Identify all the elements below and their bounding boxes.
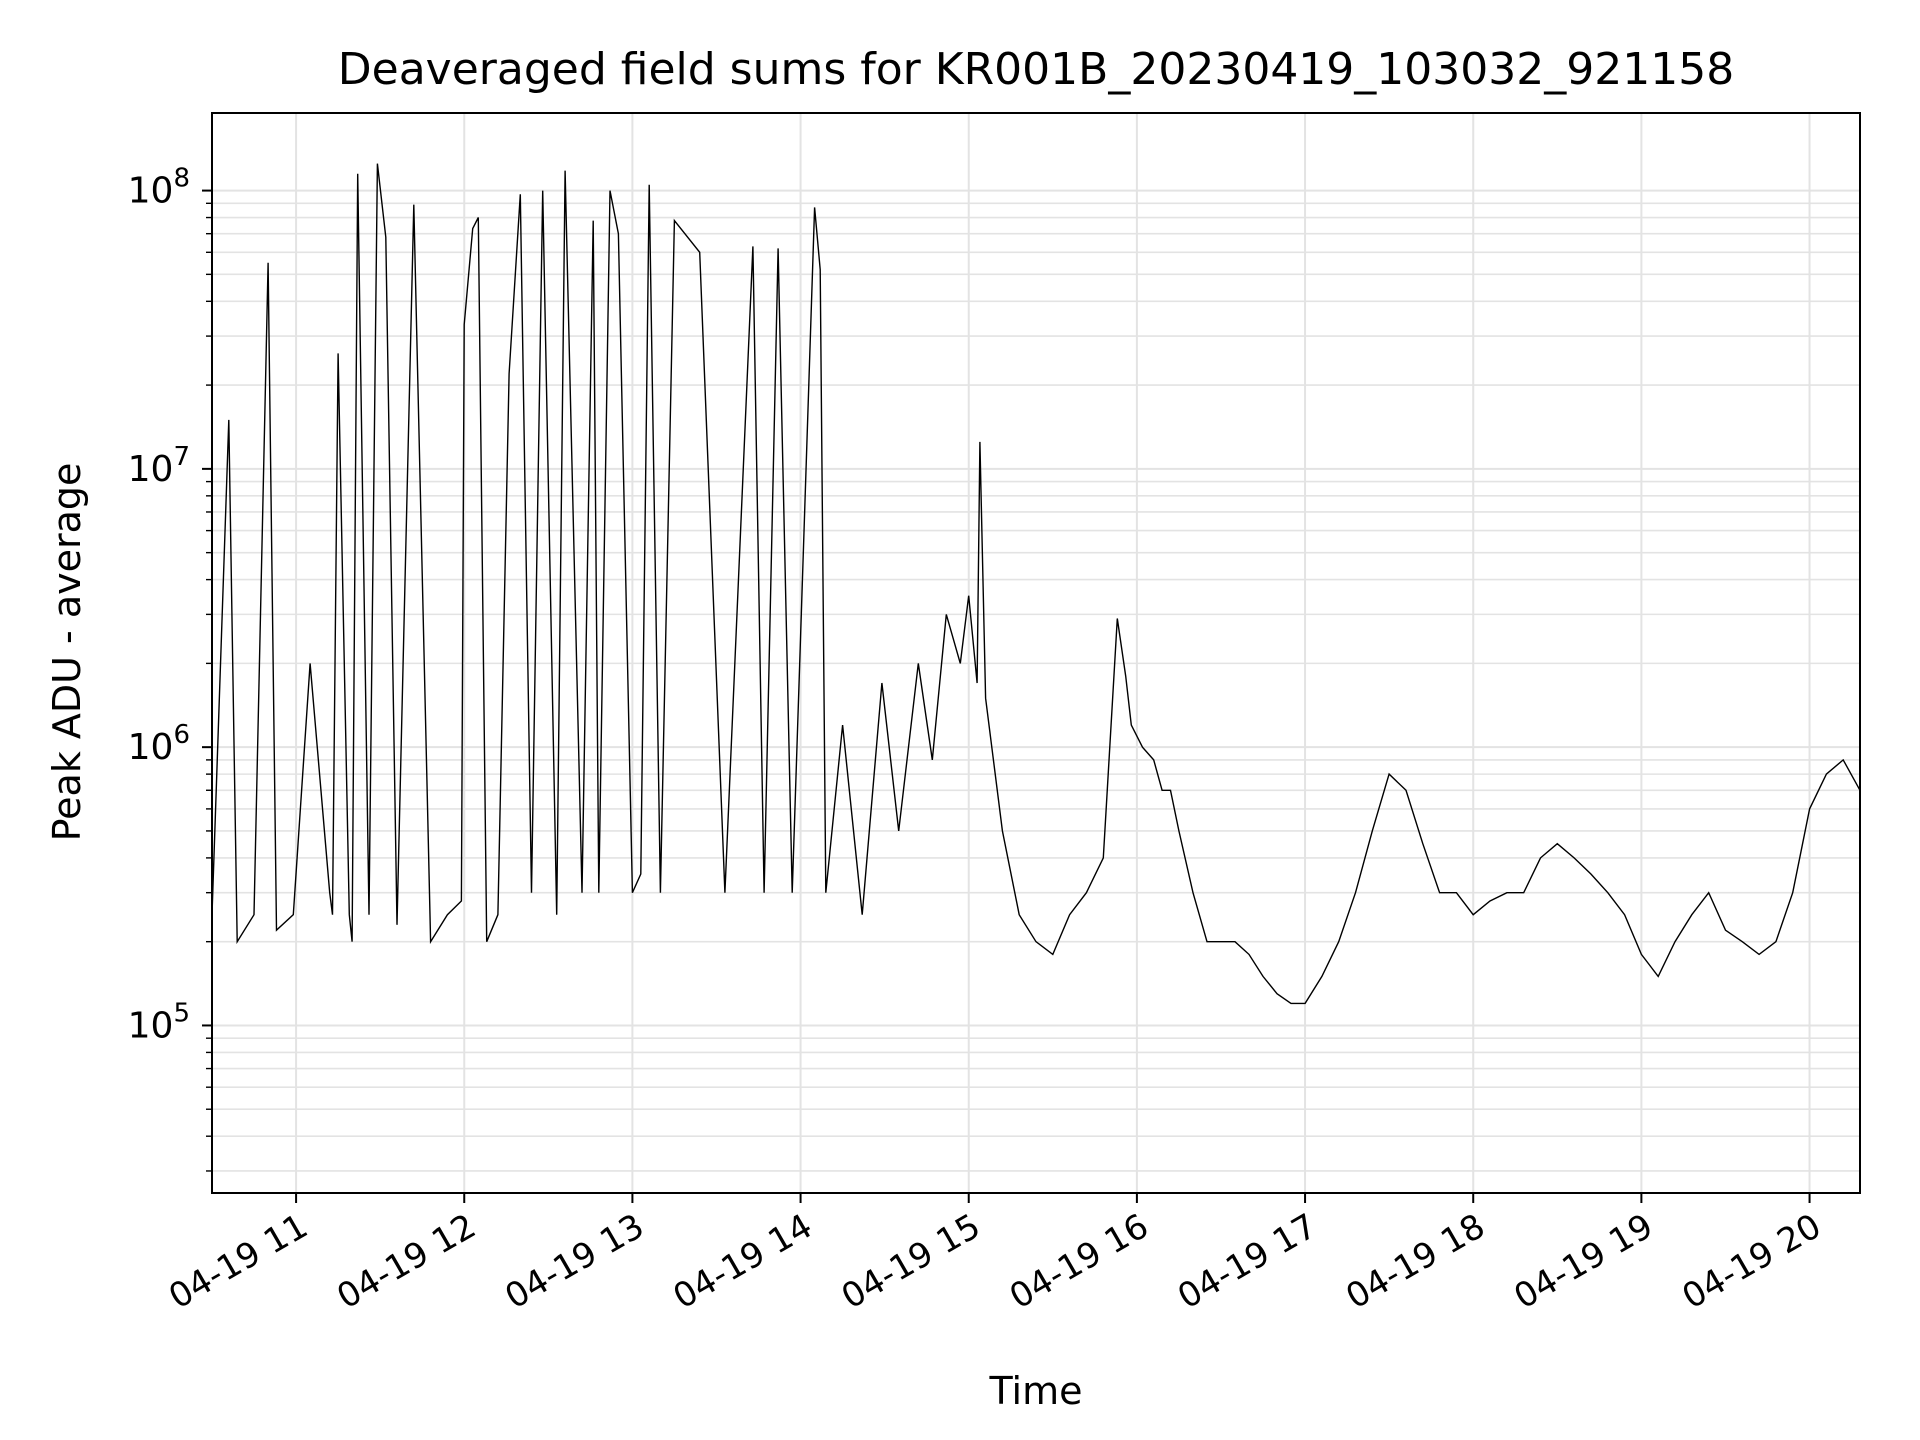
y-tick-base: 10 bbox=[128, 171, 174, 212]
y-tick-label: 106 bbox=[128, 720, 190, 768]
y-tick-base: 10 bbox=[128, 1005, 174, 1046]
y-tick-exponent: 7 bbox=[173, 442, 190, 472]
y-tick-label: 105 bbox=[128, 998, 190, 1046]
chart-title: Deaveraged field sums for KR001B_2023041… bbox=[338, 44, 1734, 95]
y-tick-exponent: 5 bbox=[173, 998, 190, 1028]
x-axis-label: Time bbox=[989, 1369, 1083, 1413]
y-tick-base: 10 bbox=[128, 727, 174, 768]
series-line bbox=[211, 163, 1861, 1005]
plot-frame bbox=[211, 112, 1861, 1194]
y-tick-base: 10 bbox=[128, 449, 174, 490]
y-tick-exponent: 6 bbox=[173, 720, 190, 750]
y-tick-exponent: 8 bbox=[173, 164, 190, 194]
y-tick-label: 108 bbox=[128, 164, 190, 212]
y-axis-label: Peak ADU - average bbox=[45, 463, 89, 842]
y-tick-label: 107 bbox=[128, 442, 190, 490]
